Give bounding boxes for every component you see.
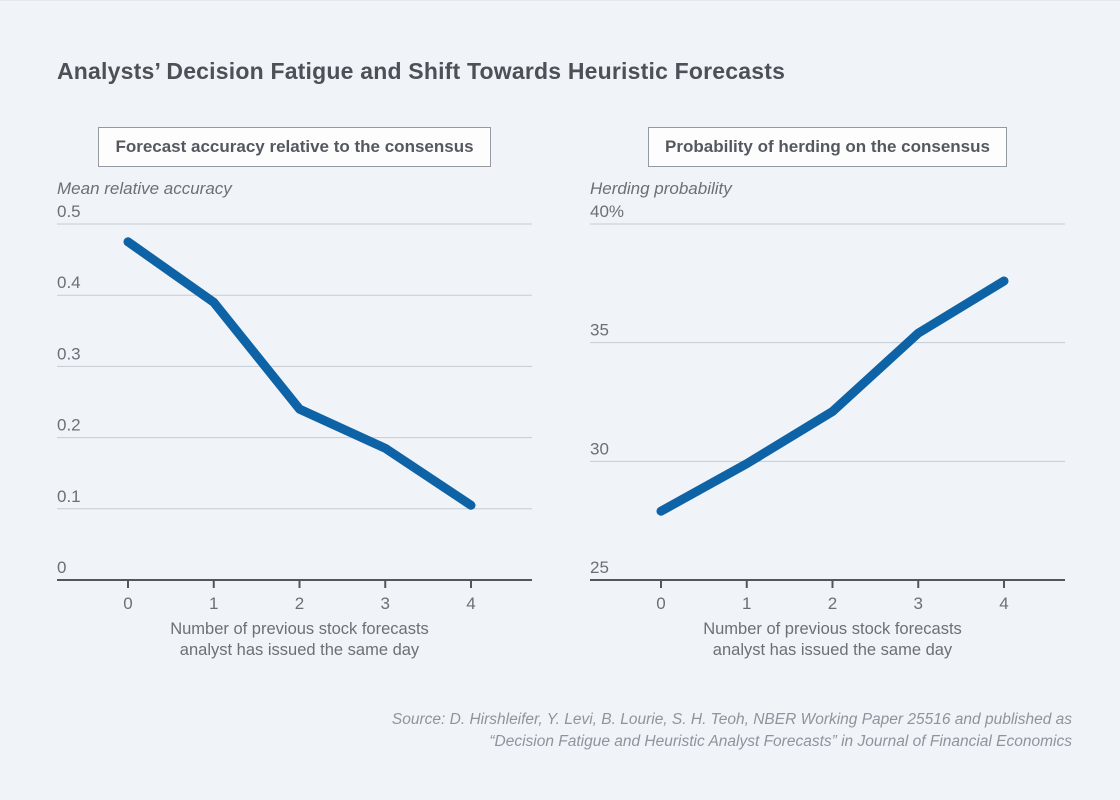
y-tick-label: 30: [590, 439, 609, 458]
y-tick-label: 35: [590, 321, 609, 340]
chart-title: Forecast accuracy relative to the consen…: [115, 137, 474, 156]
y-tick-label: 0.1: [57, 487, 81, 506]
chart-title-box: Probability of herding on the consensus: [648, 127, 1007, 167]
x-axis-caption-line1: Number of previous stock forecasts: [703, 620, 962, 638]
y-tick-label: 25: [590, 558, 609, 577]
x-axis-caption: Number of previous stock forecasts analy…: [128, 619, 471, 661]
x-tick-label: 1: [742, 594, 751, 613]
source-note-line2: “Decision Fatigue and Heuristic Analyst …: [489, 733, 1072, 750]
source-note-line1: Source: D. Hirshleifer, Y. Levi, B. Lour…: [391, 711, 1072, 728]
x-axis-caption-line2: analyst has issued the same day: [712, 641, 953, 659]
x-axis-caption: Number of previous stock forecasts analy…: [661, 619, 1004, 661]
x-tick-label: 4: [999, 594, 1008, 613]
x-tick-label: 3: [914, 594, 923, 613]
data-series-line: [656, 276, 1009, 516]
y-tick-label: 0.3: [57, 344, 81, 363]
y-tick-label: 0.4: [57, 273, 81, 292]
x-tick-label: 2: [828, 594, 837, 613]
chart-panel-accuracy: Forecast accuracy relative to the consen…: [57, 127, 532, 687]
x-tick-label: 4: [466, 594, 475, 613]
y-axis-label: Mean relative accuracy: [57, 179, 232, 198]
source-note: Source: D. Hirshleifer, Y. Levi, B. Lour…: [312, 709, 1072, 753]
chart-title-row: Forecast accuracy relative to the consen…: [57, 127, 532, 167]
x-tick-label: 0: [123, 594, 132, 613]
x-tick-label: 1: [209, 594, 218, 613]
page-title: Analysts’ Decision Fatigue and Shift Tow…: [57, 58, 786, 85]
x-tick-label: 2: [295, 594, 304, 613]
data-series-line: [123, 237, 476, 510]
x-tick-label: 3: [381, 594, 390, 613]
x-tick-label: 0: [656, 594, 665, 613]
chart-panel-herding: Probability of herding on the consensus …: [590, 127, 1065, 687]
y-tick-label: 0.2: [57, 416, 81, 435]
x-axis-caption-line1: Number of previous stock forecasts: [170, 620, 429, 638]
accuracy-line-chart: 0.5 0.4 0.3 0.2 0.1 0 0 1 2 3 4: [57, 202, 532, 613]
chart-title: Probability of herding on the consensus: [665, 137, 990, 156]
x-axis-caption-line2: analyst has issued the same day: [179, 641, 420, 659]
y-tick-label: 0: [57, 558, 66, 577]
y-axis-label: Herding probability: [590, 179, 732, 198]
chart-title-box: Forecast accuracy relative to the consen…: [98, 127, 491, 167]
herding-line-chart: 40% 35 30 25 0 1 2 3 4: [590, 202, 1065, 613]
chart-title-row: Probability of herding on the consensus: [590, 127, 1065, 167]
y-tick-label: 40%: [590, 202, 624, 221]
y-tick-label: 0.5: [57, 202, 81, 221]
